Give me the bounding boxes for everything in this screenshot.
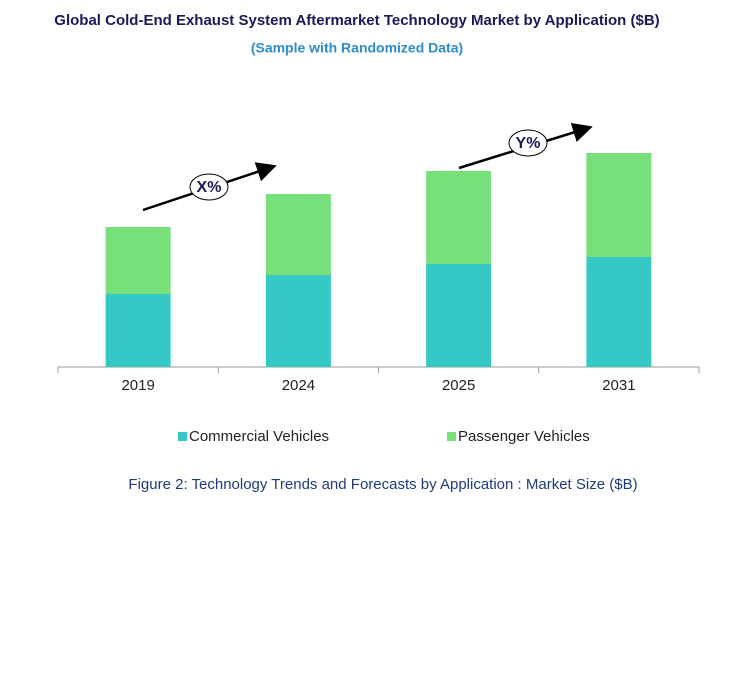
bar-segment [105,227,171,294]
x-tick-label: 2031 [602,377,635,394]
annotation-bubble [508,129,548,157]
annotation-bubble [189,173,229,201]
legend-label: Commercial Vehicles [189,428,329,445]
bar-segment [586,153,652,257]
x-tick-label: 2019 [121,377,154,394]
annotation: X% [197,179,222,196]
bar-segment [265,194,331,275]
bar-segment [426,264,492,367]
bar-segment [105,294,171,367]
bar-segment [265,275,331,367]
legend-label: Passenger Vehicles [458,428,590,445]
legend-swatch [178,432,187,441]
x-tick-label: 2025 [442,377,475,394]
caption: Figure 2: Technology Trends and Forecast… [128,476,637,493]
bar-segment [426,171,492,264]
legend-swatch [447,432,456,441]
bar-segment [586,257,652,367]
annotation: Y% [516,135,541,152]
chart-subtitle: (Sample with Randomized Data) [251,40,463,56]
chart-title: Global Cold-End Exhaust System Aftermark… [54,12,659,29]
x-tick-label: 2024 [282,377,315,394]
